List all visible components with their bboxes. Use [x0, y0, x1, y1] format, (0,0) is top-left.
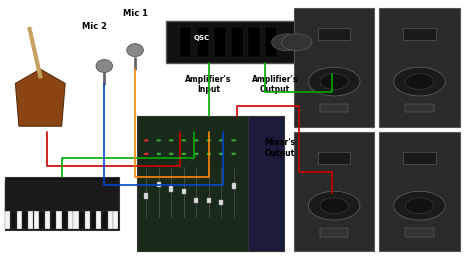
Bar [294, 132, 374, 251]
Bar [5, 206, 10, 229]
Bar [156, 182, 161, 187]
Circle shape [309, 191, 360, 220]
Circle shape [320, 74, 348, 89]
Bar [102, 206, 107, 229]
Bar [166, 21, 308, 63]
Polygon shape [16, 69, 65, 126]
Circle shape [219, 139, 224, 142]
Bar [247, 116, 284, 251]
Circle shape [320, 198, 348, 214]
Bar [22, 206, 27, 229]
Text: Mic 2: Mic 2 [82, 22, 107, 31]
Bar [62, 206, 67, 229]
Bar [318, 28, 350, 40]
Ellipse shape [96, 60, 113, 72]
Circle shape [394, 67, 445, 96]
Bar [194, 198, 199, 203]
Circle shape [231, 152, 237, 155]
Circle shape [181, 152, 186, 155]
Circle shape [231, 139, 237, 142]
Bar [197, 27, 209, 57]
Bar [207, 198, 211, 203]
Bar [34, 206, 39, 229]
Bar [144, 194, 148, 199]
Circle shape [272, 34, 302, 51]
Bar [379, 132, 460, 251]
Bar [137, 116, 247, 251]
Text: Amplifier's
Output: Amplifier's Output [252, 75, 298, 94]
Bar [265, 27, 277, 57]
Bar [403, 152, 436, 164]
Circle shape [169, 139, 174, 142]
Bar [214, 27, 226, 57]
Circle shape [394, 191, 445, 220]
Bar [28, 206, 33, 229]
Bar [45, 206, 50, 229]
Bar [231, 27, 243, 57]
Circle shape [156, 152, 162, 155]
Circle shape [206, 139, 211, 142]
Bar [379, 8, 460, 127]
Text: QSC: QSC [193, 35, 210, 41]
Bar [39, 206, 45, 229]
Bar [180, 27, 191, 57]
Bar [169, 186, 173, 192]
Circle shape [405, 74, 434, 89]
Circle shape [282, 34, 312, 51]
Bar [5, 177, 118, 230]
Circle shape [193, 139, 199, 142]
Circle shape [309, 67, 360, 96]
Bar [68, 206, 73, 229]
Bar [320, 228, 348, 237]
Bar [56, 206, 62, 229]
Bar [231, 183, 236, 189]
Ellipse shape [127, 44, 143, 56]
Bar [79, 206, 84, 229]
Circle shape [144, 139, 149, 142]
Text: Mic 1: Mic 1 [123, 9, 147, 18]
Circle shape [181, 139, 186, 142]
Bar [294, 8, 374, 127]
Bar [51, 206, 56, 229]
Bar [96, 206, 101, 229]
Bar [73, 206, 79, 229]
Bar [318, 152, 350, 164]
Circle shape [156, 139, 162, 142]
Bar [405, 228, 434, 237]
Bar [85, 206, 90, 229]
Bar [108, 206, 113, 229]
Circle shape [405, 198, 434, 214]
Text: Amplifier's
Input: Amplifier's Input [185, 75, 232, 94]
Circle shape [206, 152, 211, 155]
Bar [248, 27, 260, 57]
Bar [182, 189, 186, 194]
Circle shape [219, 152, 224, 155]
Bar [320, 104, 348, 112]
Bar [113, 206, 118, 229]
Bar [17, 206, 22, 229]
Bar [11, 206, 16, 229]
Circle shape [144, 152, 149, 155]
Bar [91, 206, 96, 229]
Bar [5, 181, 118, 211]
Circle shape [193, 152, 199, 155]
Bar [219, 200, 223, 205]
Bar [405, 104, 434, 112]
Text: Mixer's
Output: Mixer's Output [264, 138, 295, 158]
Bar [403, 28, 436, 40]
Circle shape [169, 152, 174, 155]
